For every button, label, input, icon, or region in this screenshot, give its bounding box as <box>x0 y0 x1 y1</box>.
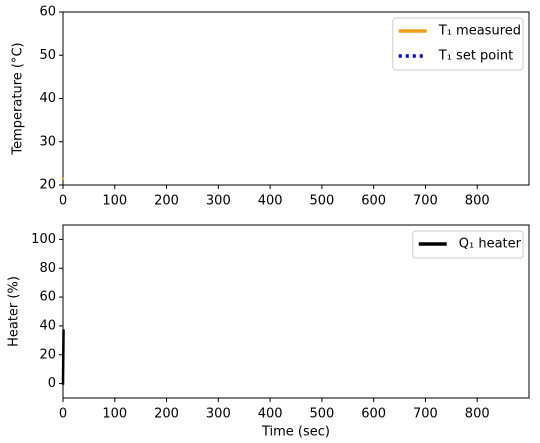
x-tick-label: 0 <box>59 407 67 422</box>
x-tick-label: 500 <box>309 407 334 422</box>
legend-frame <box>412 230 524 259</box>
legend-label: T₁ measured <box>438 24 521 39</box>
x-tick-label: 500 <box>309 194 334 209</box>
x-tick-label: 800 <box>465 194 490 209</box>
legend: Q₁ heater <box>412 230 524 259</box>
y-axis-label: Temperature (°C) <box>11 42 26 155</box>
x-tick-label: 0 <box>59 194 67 209</box>
x-tick-label: 600 <box>361 194 386 209</box>
y-tick-label: 50 <box>39 48 56 63</box>
x-tick-label: 700 <box>413 194 438 209</box>
x-tick-label: 700 <box>413 407 438 422</box>
y-tick-label: 0 <box>48 376 56 391</box>
legend-label: Q₁ heater <box>459 237 522 252</box>
x-tick-label: 300 <box>206 407 231 422</box>
y-tick-label: 80 <box>39 261 56 276</box>
x-tick-label: 300 <box>206 194 231 209</box>
y-tick-label: 40 <box>39 91 56 106</box>
y-tick-label: 40 <box>39 318 56 333</box>
y-tick-label: 20 <box>39 178 56 193</box>
y-tick-label: 100 <box>31 232 56 247</box>
x-tick-label: 400 <box>258 194 283 209</box>
x-tick-label: 200 <box>154 194 179 209</box>
y-axis-label: Heater (%) <box>7 276 22 347</box>
y-tick-label: 20 <box>39 347 56 362</box>
x-tick-label: 200 <box>154 407 179 422</box>
x-tick-label: 100 <box>102 407 127 422</box>
x-axis-label: Time (sec) <box>261 425 330 440</box>
x-tick-label: 600 <box>361 407 386 422</box>
legend-label: T₁ set point <box>438 49 513 64</box>
x-tick-label: 800 <box>465 407 490 422</box>
y-tick-label: 60 <box>39 290 56 305</box>
series-line <box>61 328 65 385</box>
x-tick-label: 400 <box>258 407 283 422</box>
legend: T₁ measured T₁ set point <box>392 17 524 71</box>
x-tick-label: 100 <box>102 194 127 209</box>
y-tick-label: 60 <box>39 5 56 20</box>
y-tick-label: 30 <box>39 134 56 149</box>
